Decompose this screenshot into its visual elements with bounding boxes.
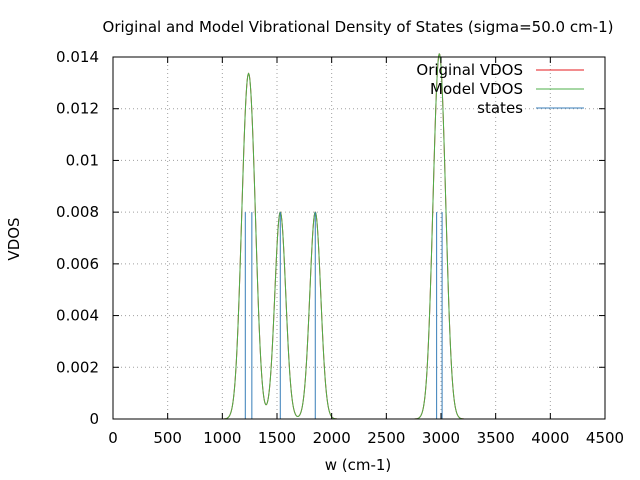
y-tick-label: 0.008 — [56, 203, 99, 221]
impulse-layer — [244, 212, 443, 419]
y-tick-label: 0.012 — [56, 100, 99, 118]
original-vdos-line — [113, 53, 605, 420]
y-tick-label: 0.014 — [56, 48, 99, 66]
y-tick-label: 0.006 — [56, 255, 99, 273]
x-tick-label: 1500 — [258, 429, 296, 447]
x-tick-label: 0 — [108, 429, 118, 447]
y-tick-label: 0.002 — [56, 358, 99, 376]
legend: Original VDOS Model VDOS states — [416, 61, 584, 117]
y-tick-label: 0.01 — [66, 151, 99, 169]
grid-layer — [113, 57, 605, 419]
tick-layer: 0 500 1000 1500 2000 2500 3000 3500 4000 4500 0 0.0… — [56, 48, 624, 447]
x-tick-label: 2000 — [313, 429, 351, 447]
x-tick-label: 2500 — [367, 429, 405, 447]
y-tick-label: 0 — [89, 410, 99, 428]
x-tick-label: 4500 — [586, 429, 624, 447]
legend-label-model: Model VDOS — [430, 80, 523, 98]
x-tick-label: 3000 — [422, 429, 460, 447]
legend-label-original: Original VDOS — [416, 61, 523, 79]
chart-title: Original and Model Vibrational Density o… — [103, 18, 614, 36]
curve-layer — [113, 53, 605, 420]
model-vdos-line — [113, 53, 605, 420]
legend-label-states: states — [477, 99, 523, 117]
y-axis-label: VDOS — [5, 217, 23, 260]
x-axis-label: w (cm-1) — [325, 456, 392, 474]
x-tick-label: 1000 — [203, 429, 241, 447]
y-tick-label: 0.004 — [56, 307, 99, 325]
x-tick-label: 4000 — [531, 429, 569, 447]
plot-frame — [112, 56, 606, 420]
x-tick-label: 3500 — [477, 429, 515, 447]
x-tick-label: 500 — [153, 429, 182, 447]
